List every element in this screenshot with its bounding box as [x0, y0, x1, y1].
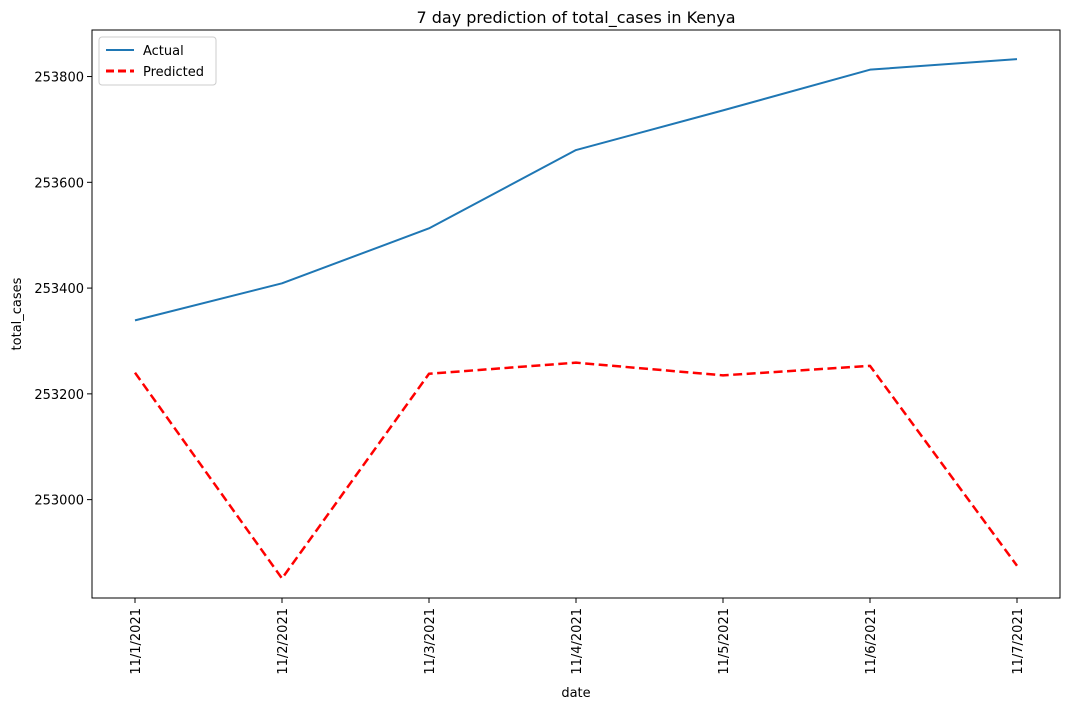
x-tick-label: 11/2/2021: [276, 608, 291, 675]
y-axis-label: total_cases: [10, 277, 25, 350]
y-tick-label: 253800: [34, 71, 84, 86]
x-tick-label: 11/7/2021: [1011, 608, 1026, 675]
y-tick-label: 253600: [34, 176, 84, 191]
x-tick-label: 11/3/2021: [423, 608, 438, 675]
legend-label-predicted: Predicted: [143, 65, 204, 80]
y-tick-label: 253200: [34, 388, 84, 403]
chart-title: 7 day prediction of total_cases in Kenya: [416, 8, 735, 28]
y-axis: 253000 253200 253400 253600 253800: [34, 71, 92, 509]
x-tick-label: 11/5/2021: [717, 608, 732, 675]
x-tick-label: 11/4/2021: [570, 608, 585, 675]
y-tick-label: 253400: [34, 282, 84, 297]
x-axis-label: date: [561, 686, 590, 701]
x-tick-label: 11/6/2021: [864, 608, 879, 675]
series-line-predicted: [133, 361, 1019, 580]
y-tick-label: 253000: [34, 494, 84, 509]
x-tick-label: 11/1/2021: [129, 608, 144, 675]
series-layer: [133, 58, 1019, 580]
legend: Actual Predicted: [98, 36, 217, 86]
series-line-actual: [134, 58, 1018, 322]
x-axis: 11/1/2021 11/2/2021 11/3/2021 11/4/2021 11/5…: [129, 598, 1026, 675]
legend-label-actual: Actual: [143, 44, 184, 59]
plot-area-frame: [91, 29, 1061, 599]
